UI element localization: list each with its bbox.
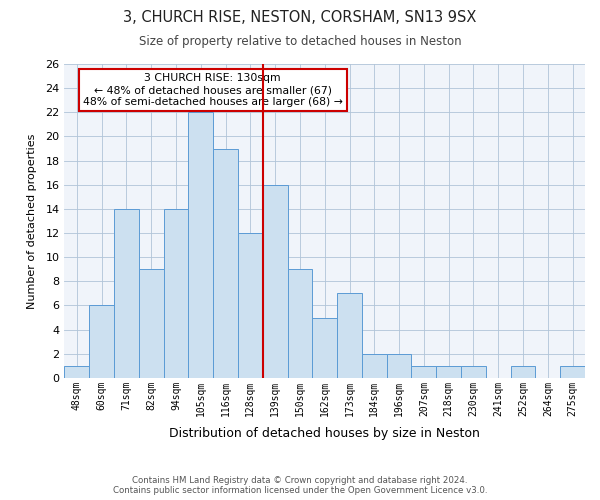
Text: 3 CHURCH RISE: 130sqm
← 48% of detached houses are smaller (67)
48% of semi-deta: 3 CHURCH RISE: 130sqm ← 48% of detached … <box>83 74 343 106</box>
Bar <box>213 148 238 378</box>
Bar <box>362 354 386 378</box>
Text: Size of property relative to detached houses in Neston: Size of property relative to detached ho… <box>139 35 461 48</box>
X-axis label: Distribution of detached houses by size in Neston: Distribution of detached houses by size … <box>169 427 480 440</box>
Bar <box>436 366 461 378</box>
Bar <box>139 269 164 378</box>
Bar <box>287 269 313 378</box>
Bar <box>64 366 89 378</box>
Bar <box>461 366 486 378</box>
Y-axis label: Number of detached properties: Number of detached properties <box>27 133 37 308</box>
Bar <box>238 233 263 378</box>
Bar <box>188 112 213 378</box>
Bar <box>412 366 436 378</box>
Text: 3, CHURCH RISE, NESTON, CORSHAM, SN13 9SX: 3, CHURCH RISE, NESTON, CORSHAM, SN13 9S… <box>124 10 476 25</box>
Bar <box>263 184 287 378</box>
Text: Contains HM Land Registry data © Crown copyright and database right 2024.
Contai: Contains HM Land Registry data © Crown c… <box>113 476 487 495</box>
Bar <box>313 318 337 378</box>
Bar <box>337 294 362 378</box>
Bar <box>164 209 188 378</box>
Bar <box>114 209 139 378</box>
Bar <box>511 366 535 378</box>
Bar <box>560 366 585 378</box>
Bar <box>89 306 114 378</box>
Bar <box>386 354 412 378</box>
